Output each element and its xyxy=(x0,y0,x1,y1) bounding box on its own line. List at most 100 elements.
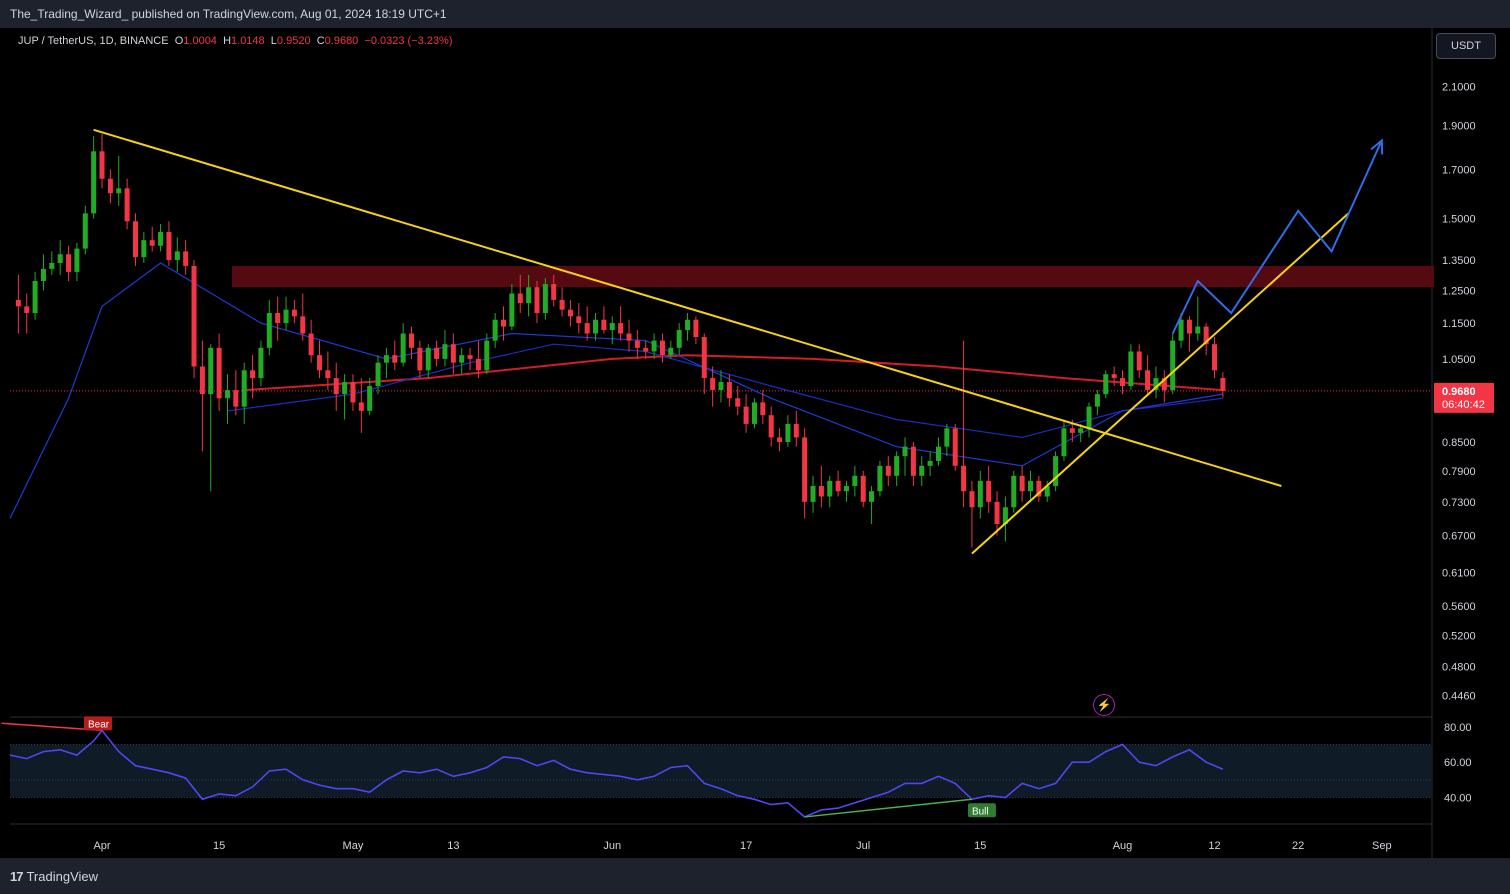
candle xyxy=(1036,475,1042,502)
candle xyxy=(174,237,180,272)
candle xyxy=(810,475,816,513)
candle-body xyxy=(693,319,699,338)
candle xyxy=(827,475,833,508)
candle-body xyxy=(325,370,331,379)
candle xyxy=(609,316,615,345)
candle-body xyxy=(316,355,323,371)
candle-body xyxy=(266,312,272,348)
candle xyxy=(526,274,532,317)
price-tick-label: 1.9000 xyxy=(1442,121,1476,133)
candle-body xyxy=(584,323,590,334)
tradingview-logo[interactable]: 17 TradingView xyxy=(10,869,98,884)
bear-label: Bear xyxy=(88,719,110,730)
candle xyxy=(542,277,548,320)
moving-average-1 xyxy=(244,354,1223,392)
price-tick-label: 0.8500 xyxy=(1442,437,1476,449)
candle xyxy=(852,465,858,497)
descending-trendline xyxy=(93,128,1282,487)
candle xyxy=(450,333,456,375)
candle xyxy=(233,370,239,416)
bull-divergence-line xyxy=(804,798,973,818)
candle xyxy=(760,390,766,424)
lightning-icon[interactable]: ⚡ xyxy=(1093,694,1115,716)
currency-button[interactable]: USDT xyxy=(1436,33,1496,59)
candle xyxy=(559,287,565,317)
candle xyxy=(685,312,691,341)
candle xyxy=(107,169,113,204)
candle-body xyxy=(509,293,515,327)
symbol-label[interactable]: JUP / TetherUS, 1D, BINANCE xyxy=(18,35,169,47)
candle xyxy=(224,374,230,424)
candle xyxy=(567,299,573,327)
candle xyxy=(785,415,791,447)
candle xyxy=(191,260,197,379)
candle-body xyxy=(434,347,440,359)
candle-body xyxy=(843,486,849,492)
countdown-value: 06:40:42 xyxy=(1442,399,1485,411)
candle-body xyxy=(57,254,63,263)
candle xyxy=(1111,366,1117,387)
candle-body xyxy=(559,299,565,310)
candle-body xyxy=(710,378,716,391)
candle-body xyxy=(777,437,783,442)
candle-body xyxy=(1011,475,1017,508)
candle-body xyxy=(199,366,205,395)
candle xyxy=(66,245,72,281)
time-tick-label: 12 xyxy=(1208,840,1220,852)
candle xyxy=(1086,402,1092,438)
candle-body xyxy=(1128,351,1134,387)
candle xyxy=(149,226,155,252)
candle xyxy=(676,323,682,356)
candle xyxy=(668,340,674,359)
candle xyxy=(593,312,599,341)
candle-body xyxy=(74,248,80,272)
candle-body xyxy=(935,446,941,461)
candle-body xyxy=(375,362,381,387)
candle xyxy=(141,231,147,263)
candle xyxy=(325,351,331,391)
candle-body xyxy=(32,280,38,313)
candle-body xyxy=(250,370,256,379)
candle xyxy=(1186,316,1192,352)
rsi-line xyxy=(9,729,1224,818)
candle-body xyxy=(643,347,649,352)
candle-body xyxy=(275,312,281,324)
candle-body xyxy=(576,316,582,324)
resistance-zone xyxy=(232,265,1434,288)
moving-average-3 xyxy=(9,262,1223,519)
candle-body xyxy=(726,382,732,399)
candle xyxy=(1119,370,1126,395)
candle-body xyxy=(484,340,490,371)
close-label: C xyxy=(316,35,325,47)
candle xyxy=(132,213,138,266)
chart-frame xyxy=(10,28,1500,858)
candle xyxy=(501,306,507,341)
candle xyxy=(777,428,783,452)
candle xyxy=(367,378,373,416)
candle xyxy=(1170,333,1176,395)
candle-body xyxy=(408,333,415,348)
tradingview-logo-mark: 17 xyxy=(10,869,24,884)
price-tick-label: 1.3500 xyxy=(1442,255,1476,267)
time-tick-label: 22 xyxy=(1292,840,1304,852)
candle xyxy=(166,221,172,266)
candle-body xyxy=(49,262,55,269)
candle xyxy=(91,136,97,219)
projection-path xyxy=(1171,139,1383,334)
candle xyxy=(1019,465,1025,502)
price-tick-label: 1.5000 xyxy=(1442,214,1476,226)
change-value: −0.0323 (−3.23%) xyxy=(364,35,453,47)
candle-body xyxy=(1103,374,1109,395)
candle xyxy=(1195,296,1201,341)
candle xyxy=(1220,372,1226,398)
candle xyxy=(1078,423,1084,442)
candle-body xyxy=(977,480,983,508)
candle-body xyxy=(567,309,573,317)
publisher-bar: The_Trading_Wizard_ published on Trading… xyxy=(0,0,1510,28)
candle-body xyxy=(609,323,615,331)
candle-body xyxy=(132,221,138,258)
candle-body xyxy=(141,240,147,258)
bull-label-badge xyxy=(967,803,996,818)
price-tick-label: 2.1000 xyxy=(1442,81,1476,93)
